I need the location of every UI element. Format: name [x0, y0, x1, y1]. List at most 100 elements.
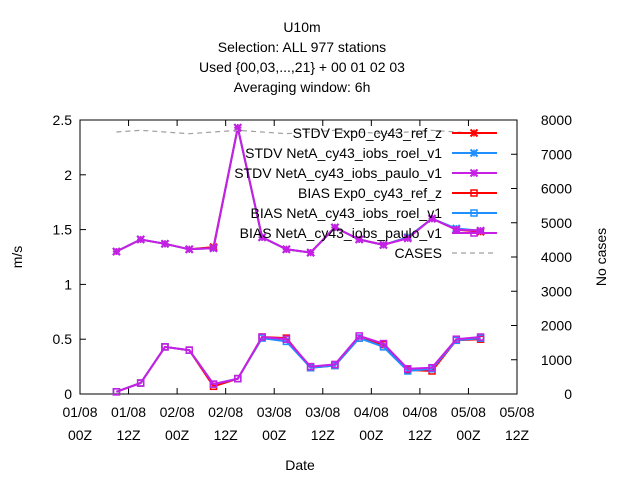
legend-item: STDV Exp0_cy43_ref_z: [293, 125, 497, 141]
legend-label: BIAS NetA_cy43_iobs_paulo_v1: [240, 225, 443, 241]
legend-item: CASES: [395, 245, 497, 261]
y2-tick-label: 1000: [541, 352, 572, 368]
data-point: [404, 365, 412, 373]
chart-title: U10m Selection: ALL 977 stations Used {00,…: [199, 19, 405, 95]
legend-marker: [470, 209, 478, 217]
plot-series: [112, 123, 485, 396]
series-line: [116, 336, 481, 393]
x-tick-label: 02/08: [208, 404, 243, 420]
legend-label: STDV Exp0_cy43_ref_z: [293, 125, 442, 141]
data-point: [452, 335, 461, 343]
legend-marker: [469, 148, 479, 158]
x-tick-label: 04/08: [402, 404, 437, 420]
data-point: [136, 235, 145, 244]
y-axis-label: m/s: [9, 246, 25, 269]
data-point: [330, 223, 340, 232]
data-point: [282, 245, 291, 254]
data-point: [306, 248, 315, 257]
y-tick-label: 2.5: [53, 112, 73, 128]
x-tick-label-hour: 12Z: [408, 427, 433, 443]
series-6: [116, 129, 481, 135]
series-2: [112, 123, 485, 257]
data-point: [209, 380, 218, 388]
y2-tick-label: 6000: [541, 181, 572, 197]
y2-axis-label: No cases: [593, 228, 609, 286]
y-tick-label: 0.5: [53, 331, 73, 347]
y-tick-label: 2: [64, 167, 72, 183]
data-point: [136, 379, 145, 387]
series-line: [115, 127, 481, 254]
data-point: [185, 346, 193, 354]
series-3: [112, 333, 485, 396]
series-line: [116, 335, 481, 393]
data-point: [185, 245, 194, 254]
data-point: [257, 233, 267, 242]
data-point: [427, 214, 437, 223]
data-point: [452, 225, 461, 234]
x-tick-label-hour: 00Z: [262, 427, 287, 443]
x-tick-label-hour: 00Z: [165, 427, 190, 443]
legend-label: STDV NetA_cy43_iobs_paulo_v1: [234, 165, 442, 181]
x-tick-label: 03/08: [305, 404, 340, 420]
legend-item: STDV NetA_cy43_iobs_paulo_v1: [234, 165, 497, 181]
y2-tick-label: 5000: [541, 215, 572, 231]
data-point: [161, 343, 169, 351]
data-point: [331, 360, 339, 369]
y-tick-label: 0: [64, 386, 72, 402]
x-tick-label-hour: 00Z: [456, 427, 481, 443]
x-tick-label: 05/08: [499, 404, 534, 420]
data-point: [306, 362, 315, 371]
legend-item: BIAS NetA_cy43_iobs_paulo_v1: [240, 225, 497, 241]
x-tick-label: 03/08: [257, 404, 292, 420]
y2-tick-label: 4000: [541, 249, 572, 265]
data-point: [234, 374, 242, 383]
x-tick-label-hour: 12Z: [116, 427, 141, 443]
legend: STDV Exp0_cy43_ref_z STDV NetA_cy43_iobs_…: [234, 125, 497, 261]
x-tick-label-hour: 12Z: [311, 427, 336, 443]
data-point: [112, 247, 121, 256]
y2-tick-label: 0: [564, 386, 572, 402]
chart-title-line: Selection: ALL 977 stations: [218, 39, 386, 55]
y-tick-label: 1.5: [53, 222, 73, 238]
data-point: [403, 234, 412, 243]
series-line: [116, 129, 481, 135]
data-point: [354, 235, 364, 244]
legend-label: BIAS NetA_cy43_iobs_roel_v1: [251, 205, 443, 221]
legend-marker: [469, 128, 479, 138]
y2-axis: 0 1000 2000 3000 4000 5000 6000 7000 8000: [511, 112, 572, 402]
data-point: [355, 332, 363, 340]
legend-marker: [470, 189, 478, 197]
legend-item: BIAS NetA_cy43_iobs_roel_v1: [251, 205, 497, 221]
legend-label: CASES: [395, 245, 442, 261]
x-axis: 01/08 00Z 01/08 12Z 02/08 00Z 02/08 12Z 03/08 00Z…: [62, 120, 535, 443]
x-tick-label-hour: 12Z: [505, 427, 530, 443]
data-point: [160, 239, 170, 249]
data-point: [112, 388, 121, 396]
x-tick-label: 01/08: [111, 404, 146, 420]
y2-tick-label: 7000: [541, 146, 572, 162]
y2-tick-label: 8000: [541, 112, 572, 128]
x-tick-label: 04/08: [354, 404, 389, 420]
y2-tick-label: 3000: [541, 283, 572, 299]
data-point: [209, 244, 218, 253]
legend-item: BIAS Exp0_cy43_ref_z: [298, 185, 497, 201]
x-tick-label: 02/08: [160, 404, 195, 420]
data-point: [428, 363, 436, 372]
legend-label: STDV NetA_cy43_iobs_roel_v1: [245, 145, 442, 161]
data-point: [379, 339, 388, 348]
y-tick-label: 1: [64, 276, 72, 292]
series-4: [112, 334, 485, 396]
chart-title-line: Averaging window: 6h: [234, 79, 371, 95]
data-point: [476, 333, 485, 341]
x-tick-label: 05/08: [451, 404, 486, 420]
x-axis-label: Date: [285, 457, 315, 473]
legend-item: STDV NetA_cy43_iobs_roel_v1: [245, 145, 497, 161]
legend-marker: [469, 168, 479, 178]
y2-tick-label: 2000: [541, 318, 572, 334]
x-tick-label-hour: 12Z: [214, 427, 239, 443]
data-point: [282, 335, 291, 343]
x-tick-label-hour: 00Z: [68, 427, 93, 443]
chart-title-line: U10m: [283, 19, 320, 35]
y-axis: 0 0.5 1 1.5 2 2.5: [53, 112, 86, 402]
x-tick-label-hour: 00Z: [359, 427, 384, 443]
